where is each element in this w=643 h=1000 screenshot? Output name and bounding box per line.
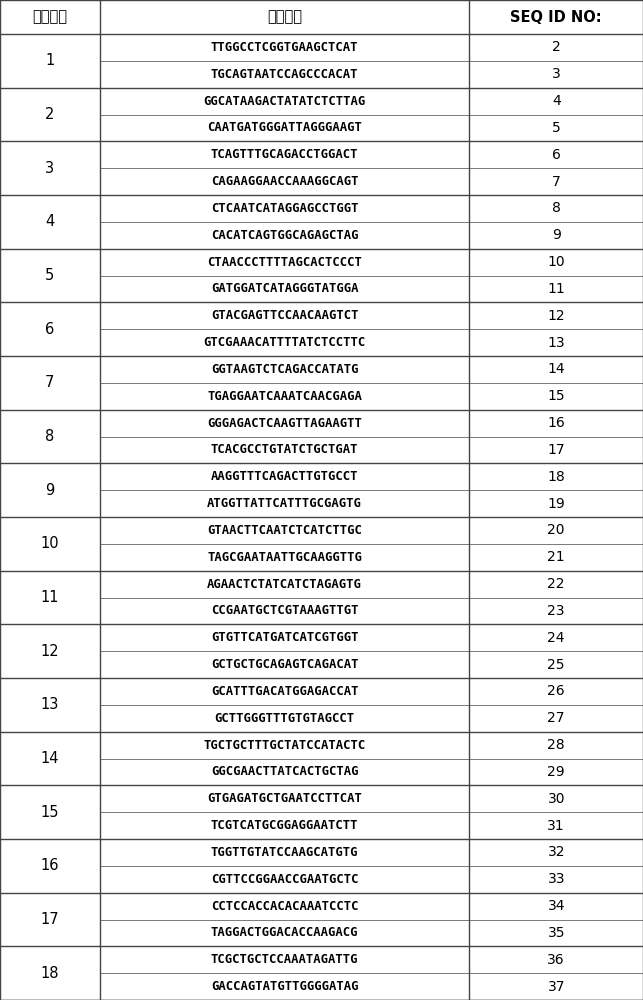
Text: CAGAAGGAACCAAAGGCAGT: CAGAAGGAACCAAAGGCAGT bbox=[211, 175, 358, 188]
Text: TAGCGAATAATTGCAAGGTTG: TAGCGAATAATTGCAAGGTTG bbox=[207, 551, 362, 564]
Text: 12: 12 bbox=[41, 644, 59, 659]
Text: 14: 14 bbox=[547, 362, 565, 376]
Text: 11: 11 bbox=[41, 590, 59, 605]
Text: GTGTTCATGATCATCGTGGT: GTGTTCATGATCATCGTGGT bbox=[211, 631, 358, 644]
Text: 10: 10 bbox=[41, 536, 59, 551]
Text: GTACGAGTTCCAACAAGTCT: GTACGAGTTCCAACAAGTCT bbox=[211, 309, 358, 322]
Text: 30: 30 bbox=[547, 792, 565, 806]
Text: GACCAGTATGTTGGGGATAG: GACCAGTATGTTGGGGATAG bbox=[211, 980, 358, 993]
Text: 18: 18 bbox=[547, 470, 565, 484]
Text: 11: 11 bbox=[547, 282, 565, 296]
Text: 34: 34 bbox=[547, 899, 565, 913]
Text: GGCATAAGACTATATCTCTTAG: GGCATAAGACTATATCTCTTAG bbox=[203, 95, 366, 108]
Text: 31: 31 bbox=[547, 819, 565, 833]
Text: AAGGTTTCAGACTTGTGCCT: AAGGTTTCAGACTTGTGCCT bbox=[211, 470, 358, 483]
Text: 19: 19 bbox=[547, 497, 565, 511]
Text: 引物序号: 引物序号 bbox=[32, 9, 68, 24]
Text: 7: 7 bbox=[552, 175, 561, 189]
Text: CAATGATGGGATTAGGGAAGT: CAATGATGGGATTAGGGAAGT bbox=[207, 121, 362, 134]
Text: 26: 26 bbox=[547, 684, 565, 698]
Text: CTCAATCATAGGAGCCTGGT: CTCAATCATAGGAGCCTGGT bbox=[211, 202, 358, 215]
Text: 35: 35 bbox=[547, 926, 565, 940]
Text: 7: 7 bbox=[45, 375, 55, 390]
Text: 17: 17 bbox=[41, 912, 59, 927]
Text: 33: 33 bbox=[547, 872, 565, 886]
Text: 25: 25 bbox=[547, 658, 565, 672]
Text: 36: 36 bbox=[547, 953, 565, 967]
Text: TGCAGTAATCCAGCCCACAT: TGCAGTAATCCAGCCCACAT bbox=[211, 68, 358, 81]
Text: GGTAAGTCTCAGACCATATG: GGTAAGTCTCAGACCATATG bbox=[211, 363, 358, 376]
Text: 8: 8 bbox=[552, 201, 561, 215]
Text: 1: 1 bbox=[45, 53, 55, 68]
Text: 15: 15 bbox=[41, 805, 59, 820]
Text: 9: 9 bbox=[552, 228, 561, 242]
Text: TCACGCCTGTATCTGCTGAT: TCACGCCTGTATCTGCTGAT bbox=[211, 443, 358, 456]
Text: TGCTGCTTTGCTATCCATACTC: TGCTGCTTTGCTATCCATACTC bbox=[203, 739, 366, 752]
Text: 9: 9 bbox=[45, 483, 55, 498]
Text: GATGGATCATAGGGTATGGA: GATGGATCATAGGGTATGGA bbox=[211, 282, 358, 295]
Text: TCAGTTTGCAGACCTGGACT: TCAGTTTGCAGACCTGGACT bbox=[211, 148, 358, 161]
Text: CCGAATGCTCGTAAAGTTGT: CCGAATGCTCGTAAAGTTGT bbox=[211, 604, 358, 617]
Text: 3: 3 bbox=[552, 67, 561, 81]
Text: CTAACCCTTTTAGCACTCCCT: CTAACCCTTTTAGCACTCCCT bbox=[207, 256, 362, 269]
Text: 13: 13 bbox=[547, 336, 565, 350]
Text: 6: 6 bbox=[552, 148, 561, 162]
Text: 2: 2 bbox=[552, 40, 561, 54]
Text: 14: 14 bbox=[41, 751, 59, 766]
Text: 2: 2 bbox=[45, 107, 55, 122]
Text: 37: 37 bbox=[547, 980, 565, 994]
Text: GCTTGGGTTTGTGTAGCCT: GCTTGGGTTTGTGTAGCCT bbox=[215, 712, 354, 725]
Text: 32: 32 bbox=[547, 845, 565, 859]
Text: 13: 13 bbox=[41, 697, 59, 712]
Text: 27: 27 bbox=[547, 711, 565, 725]
Text: 引物序列: 引物序列 bbox=[267, 9, 302, 24]
Text: 3: 3 bbox=[45, 161, 55, 176]
Text: 12: 12 bbox=[547, 309, 565, 323]
Text: TGGTTGTATCCAAGCATGTG: TGGTTGTATCCAAGCATGTG bbox=[211, 846, 358, 859]
Text: 6: 6 bbox=[45, 322, 55, 337]
Text: SEQ ID NO:: SEQ ID NO: bbox=[511, 9, 602, 24]
Text: GTCGAAACATTTTATCTCCTTC: GTCGAAACATTTTATCTCCTTC bbox=[203, 336, 366, 349]
Text: GTGAGATGCTGAATCCTTCAT: GTGAGATGCTGAATCCTTCAT bbox=[207, 792, 362, 805]
Text: GCTGCTGCAGAGTCAGACAT: GCTGCTGCAGAGTCAGACAT bbox=[211, 658, 358, 671]
Text: TCGTCATGCGGAGGAATCTT: TCGTCATGCGGAGGAATCTT bbox=[211, 819, 358, 832]
Text: GGGAGACTCAAGTTAGAAGTT: GGGAGACTCAAGTTAGAAGTT bbox=[207, 417, 362, 430]
Text: 4: 4 bbox=[552, 94, 561, 108]
Text: 8: 8 bbox=[45, 429, 55, 444]
Text: ATGGTTATTCATTTGCGAGTG: ATGGTTATTCATTTGCGAGTG bbox=[207, 497, 362, 510]
Text: CGTTCCGGAACCGAATGCTC: CGTTCCGGAACCGAATGCTC bbox=[211, 873, 358, 886]
Text: 21: 21 bbox=[547, 550, 565, 564]
Text: 18: 18 bbox=[41, 966, 59, 981]
Text: 5: 5 bbox=[552, 121, 561, 135]
Text: 22: 22 bbox=[547, 577, 565, 591]
Text: CACATCAGTGGCAGAGCTAG: CACATCAGTGGCAGAGCTAG bbox=[211, 229, 358, 242]
Text: GCATTTGACATGGAGACCAT: GCATTTGACATGGAGACCAT bbox=[211, 685, 358, 698]
Text: AGAACTCTATCATCTAGAGTG: AGAACTCTATCATCTAGAGTG bbox=[207, 578, 362, 591]
Text: CCTCCACCACACAAATCCTC: CCTCCACCACACAAATCCTC bbox=[211, 900, 358, 913]
Text: TCGCTGCTCCAAATAGATTG: TCGCTGCTCCAAATAGATTG bbox=[211, 953, 358, 966]
Text: TGAGGAATCAAATCAACGAGA: TGAGGAATCAAATCAACGAGA bbox=[207, 390, 362, 403]
Text: TAGGACTGGACACCAAGACG: TAGGACTGGACACCAAGACG bbox=[211, 926, 358, 939]
Text: TTGGCCTCGGTGAAGCTCAT: TTGGCCTCGGTGAAGCTCAT bbox=[211, 41, 358, 54]
Text: 23: 23 bbox=[547, 604, 565, 618]
Text: 28: 28 bbox=[547, 738, 565, 752]
Text: 20: 20 bbox=[547, 523, 565, 537]
Text: 10: 10 bbox=[547, 255, 565, 269]
Text: 5: 5 bbox=[45, 268, 55, 283]
Text: 15: 15 bbox=[547, 389, 565, 403]
Text: 29: 29 bbox=[547, 765, 565, 779]
Text: 16: 16 bbox=[547, 416, 565, 430]
Text: 16: 16 bbox=[41, 858, 59, 873]
Text: 17: 17 bbox=[547, 443, 565, 457]
Text: 24: 24 bbox=[547, 631, 565, 645]
Text: GTAACTTCAATCTCATCTTGC: GTAACTTCAATCTCATCTTGC bbox=[207, 524, 362, 537]
Text: GGCGAACTTATCACTGCTAG: GGCGAACTTATCACTGCTAG bbox=[211, 765, 358, 778]
Text: 4: 4 bbox=[45, 214, 55, 229]
